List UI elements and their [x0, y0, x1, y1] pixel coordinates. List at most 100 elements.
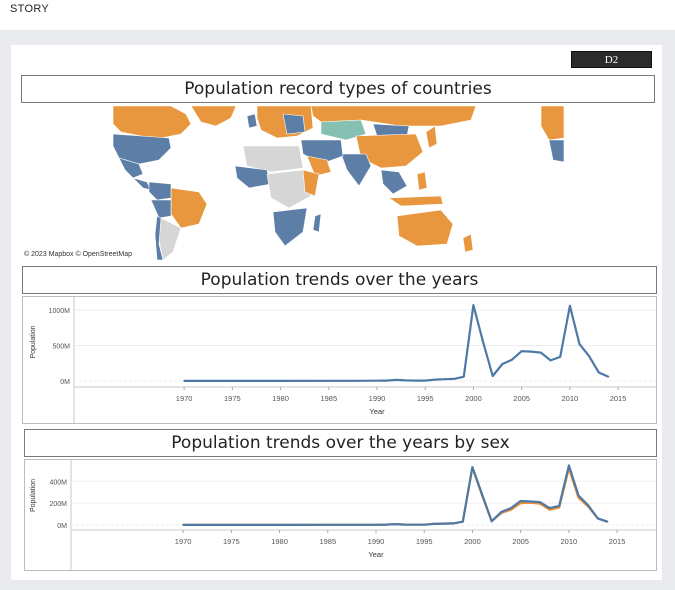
- series-point-0: [501, 363, 504, 365]
- series-point-1: [471, 466, 474, 468]
- series-point-0: [568, 304, 571, 307]
- map-region-eastern-europe: [282, 113, 306, 135]
- series-point-1: [567, 464, 570, 467]
- series-point-0: [607, 375, 610, 378]
- series-point-1: [519, 500, 522, 502]
- series-point-0: [385, 379, 388, 382]
- map-region-west-africa: [234, 165, 272, 189]
- map-title: Population record types of countries: [21, 75, 655, 103]
- x-tick-label: 2000: [464, 537, 481, 546]
- x-axis-title: Year: [368, 550, 384, 559]
- map-region-north-africa: [242, 145, 304, 173]
- map-region-indonesia: [388, 195, 444, 207]
- series-point-0: [597, 371, 600, 374]
- series-point-0: [279, 379, 282, 382]
- series-point-1: [432, 523, 435, 525]
- series-point-1: [481, 493, 483, 496]
- series-point-0: [424, 379, 427, 382]
- series-point-0: [376, 379, 378, 382]
- series-point-0: [433, 378, 436, 381]
- map-region-canada: [112, 105, 192, 139]
- series-point-0: [405, 379, 407, 382]
- series-point-0: [548, 508, 551, 511]
- series-point-1: [510, 507, 512, 509]
- map-region-southeast-asia: [380, 169, 408, 195]
- map-region-arabia: [306, 155, 332, 177]
- series-point-1: [182, 523, 185, 526]
- series-line-0: [183, 466, 608, 526]
- chart1-svg[interactable]: 0M 500M 1000M 1970 1975 1980 1985 1990 1995 2000 2…: [23, 297, 657, 423]
- series-point-1: [404, 523, 406, 526]
- map-region-usa: [112, 133, 172, 165]
- x-tick-label: 2015: [609, 537, 626, 546]
- series-point-0: [540, 351, 542, 354]
- series-point-1: [548, 507, 551, 509]
- map-region-usa-east: [548, 139, 565, 163]
- series-line-1: [183, 464, 608, 526]
- series-point-0: [395, 379, 398, 381]
- x-tick-label: 2000: [465, 394, 482, 403]
- map-region-greenland: [190, 105, 237, 127]
- series-point-0: [443, 378, 446, 381]
- x-tick-label: 2015: [610, 394, 627, 403]
- y-tick-label: 1000M: [49, 308, 71, 315]
- series-point-0: [414, 379, 417, 382]
- x-tick-label: 1990: [369, 394, 386, 403]
- map-region-chile: [154, 215, 164, 261]
- series-point-1: [558, 504, 561, 507]
- world-map-svg: [111, 104, 565, 262]
- series-point-0: [491, 375, 494, 377]
- series-point-1: [606, 520, 609, 523]
- x-tick-label: 1995: [416, 537, 433, 546]
- x-tick-label: 1980: [272, 394, 289, 403]
- series-point-0: [578, 343, 581, 346]
- world-map[interactable]: © 2023 Mapbox © OpenStreetMap: [21, 104, 654, 262]
- x-tick-label: 1985: [320, 394, 337, 403]
- x-tick-label: 1995: [417, 394, 434, 403]
- map-region-madagascar: [312, 213, 322, 233]
- chart1-frame: 0M 500M 1000M 1970 1975 1980 1985 1990 1995 2000 2…: [22, 296, 657, 424]
- y-axis-title: Population: [30, 479, 37, 512]
- x-tick-label: 2005: [512, 537, 529, 546]
- y-tick-label: 200M: [49, 501, 67, 508]
- y-tick-label: 0M: [57, 523, 67, 530]
- series-point-1: [529, 500, 532, 503]
- chart2-title: Population trends over the years by sex: [24, 429, 657, 457]
- map-region-new-zealand: [462, 233, 474, 253]
- x-tick-label: 1975: [224, 394, 241, 403]
- series-point-0: [520, 350, 523, 353]
- y-axis-title: Population: [30, 325, 37, 358]
- map-region-alaska-east: [540, 105, 565, 141]
- series-line-0: [184, 304, 609, 382]
- map-region-uk: [246, 113, 258, 129]
- map-region-india: [340, 153, 372, 187]
- series-point-0: [472, 304, 475, 307]
- map-credit: © 2023 Mapbox © OpenStreetMap: [24, 251, 132, 258]
- y-tick-label: 400M: [49, 479, 67, 486]
- x-axis-title: Year: [369, 407, 385, 416]
- map-region-southern-africa: [272, 207, 308, 247]
- x-tick-label: 2005: [513, 394, 530, 403]
- series-point-1: [384, 523, 387, 526]
- series-point-0: [453, 377, 456, 380]
- series-point-0: [588, 355, 591, 358]
- series-point-1: [587, 504, 590, 507]
- y-tick-label: 500M: [52, 344, 70, 351]
- series-point-0: [549, 359, 552, 362]
- series-point-1: [577, 494, 580, 497]
- series-point-1: [394, 523, 397, 526]
- map-region-japan: [425, 125, 438, 149]
- y-tick-label: 0M: [60, 379, 70, 386]
- x-tick-label: 2010: [562, 394, 579, 403]
- story-point-button[interactable]: D2: [571, 51, 652, 68]
- x-tick-label: 1975: [223, 537, 240, 546]
- map-region-east-africa: [302, 169, 320, 197]
- series-point-1: [461, 520, 464, 523]
- story-label: STORY: [10, 3, 49, 15]
- series-point-0: [356, 379, 359, 382]
- x-tick-label: 1990: [368, 537, 385, 546]
- x-tick-label: 1970: [175, 537, 192, 546]
- chart2-svg[interactable]: 0M 200M 400M 1970 1975 1980 1985 1990 1995 2000 20…: [25, 460, 656, 570]
- map-region-peru: [150, 199, 172, 219]
- series-point-1: [490, 520, 493, 523]
